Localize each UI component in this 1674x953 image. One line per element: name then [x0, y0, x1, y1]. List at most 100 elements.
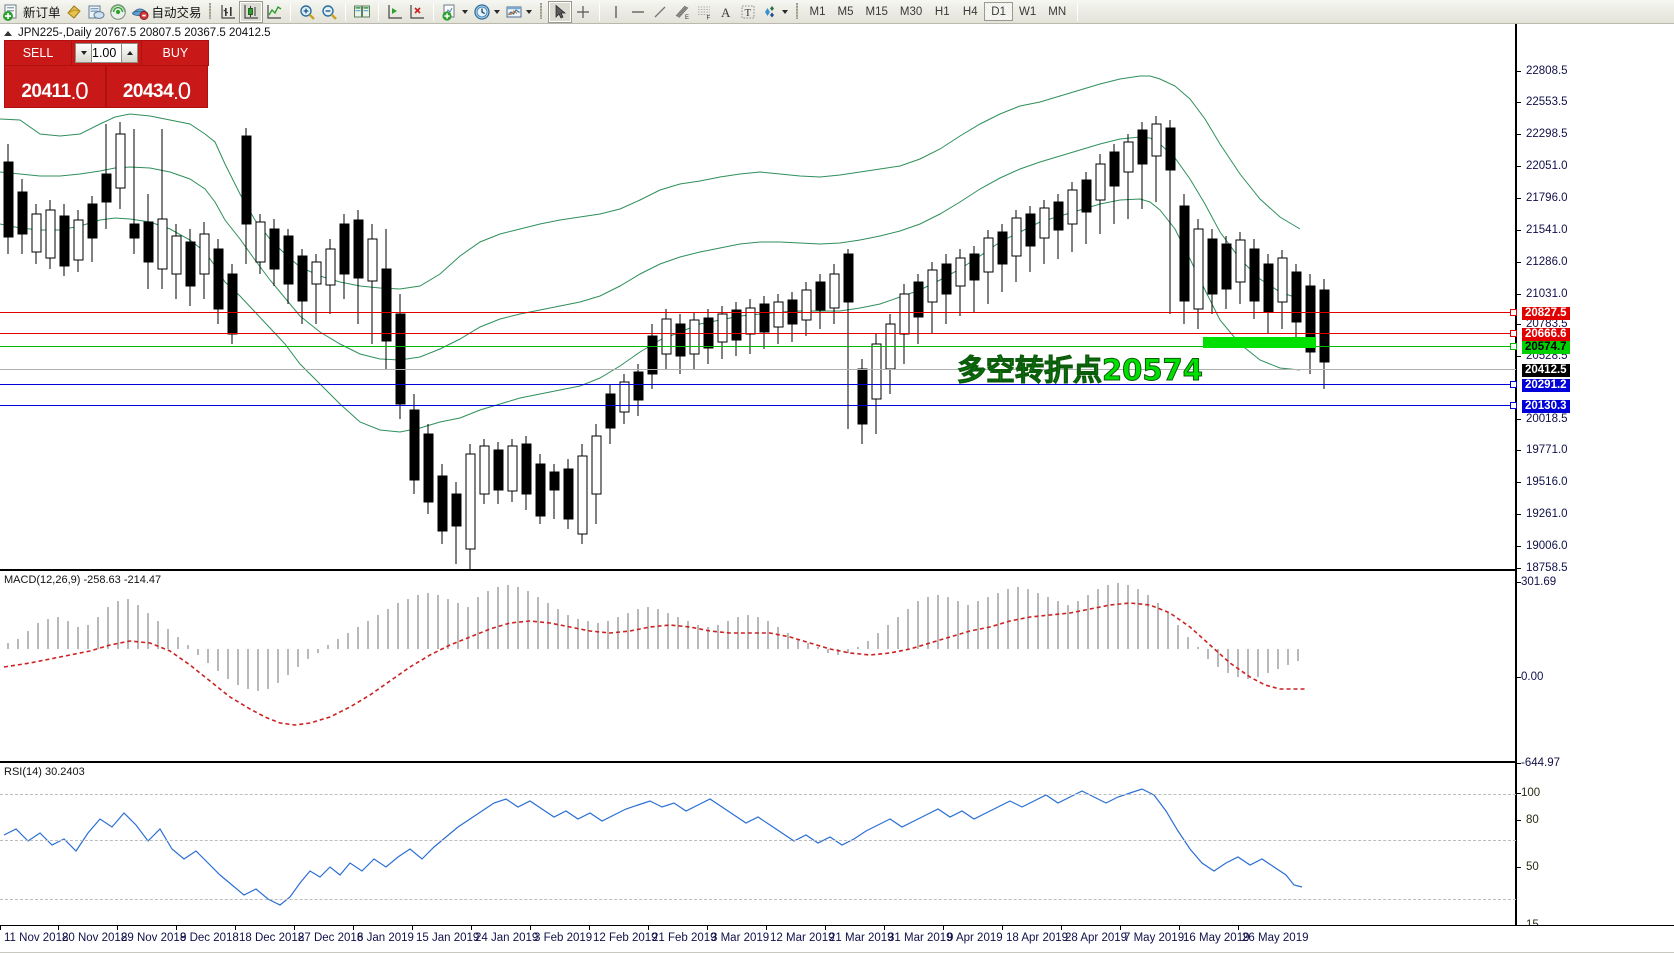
shapes-icon[interactable] — [759, 1, 781, 23]
rsi-pane[interactable]: RSI(14) 30.2403 — [0, 762, 1516, 925]
new-order-icon[interactable] — [0, 1, 22, 23]
collapse-triangle-icon[interactable] — [4, 30, 12, 36]
periodicity-dropdown-arrow[interactable] — [493, 9, 500, 14]
price-scale[interactable]: 22808.5 22553.5 22298.5 22051.0 21796.0 … — [1516, 24, 1674, 949]
zoom-out-icon[interactable] — [318, 1, 340, 23]
timeframe-m1[interactable]: M1 — [809, 5, 826, 18]
crosshair-icon[interactable] — [572, 1, 594, 23]
tile-windows-icon[interactable] — [351, 1, 373, 23]
date-tick: 9 Dec 2018 — [176, 926, 239, 944]
bar-chart-icon[interactable] — [217, 1, 239, 23]
buy-price-fraction: 0 — [177, 78, 192, 105]
text-icon[interactable]: T — [737, 1, 759, 23]
macd-tick-top: 301.69 — [1517, 576, 1556, 588]
timeframe-h1[interactable]: H1 — [934, 5, 950, 18]
sell-button[interactable]: SELL — [4, 40, 72, 66]
price-label-last: 20412.5 — [1522, 364, 1570, 377]
buy-button[interactable]: BUY — [141, 40, 210, 66]
price-line-handle[interactable] — [1510, 343, 1517, 350]
trendline-icon[interactable] — [649, 1, 671, 23]
price-tick: 20528.5 — [1517, 350, 1568, 362]
cursor-icon[interactable] — [547, 0, 572, 23]
timeframe-w1[interactable]: W1 — [1018, 5, 1037, 18]
rsi-guide-80 — [0, 794, 1516, 795]
price-line-handle[interactable] — [1510, 330, 1517, 337]
price-label-pivot[interactable]: 20574.7 — [1522, 341, 1570, 354]
new-chart-dropdown-arrow[interactable] — [461, 9, 468, 14]
new-order-label[interactable]: 新订单 — [23, 6, 61, 20]
volume-input[interactable]: 1.00 — [92, 43, 122, 63]
chart-area[interactable]: JPN225-,Daily 20767.5 20807.5 20367.5 20… — [0, 24, 1674, 953]
date-tick: 21 Mar 2019 — [825, 926, 894, 944]
chart-shift-icon[interactable] — [384, 1, 406, 23]
text-label-icon[interactable]: A — [715, 1, 737, 23]
price-pane[interactable] — [0, 24, 1516, 569]
timeframe-m5[interactable]: M5 — [837, 5, 854, 18]
price-line-resistance-1[interactable] — [0, 309, 1517, 316]
volume-increment-button[interactable] — [121, 43, 139, 63]
timeframe-m15[interactable]: M15 — [865, 5, 888, 18]
price-line-resistance-2[interactable] — [0, 330, 1517, 337]
volume-decrement-button[interactable] — [75, 43, 92, 63]
price-line-support-2[interactable] — [0, 402, 1517, 409]
date-tick: 31 Mar 2019 — [884, 926, 953, 944]
timeframe-h4[interactable]: H4 — [962, 5, 978, 18]
shapes-dropdown-arrow[interactable] — [781, 9, 788, 14]
data-window-icon[interactable] — [85, 1, 107, 23]
expert-advisor-icon[interactable] — [63, 1, 85, 23]
macd-pane[interactable]: MACD(12,26,9) -258.63 -214.47 — [0, 570, 1516, 760]
autotrading-icon[interactable] — [129, 1, 151, 23]
timeframe-m30[interactable]: M30 — [899, 5, 923, 18]
date-tick: 18 Dec 2018 — [234, 926, 305, 944]
price-tick: 21286.0 — [1517, 256, 1568, 268]
rsi-guide-50 — [0, 840, 1516, 841]
one-click-trading-panel[interactable]: SELL 1.00 BUY 20411 . 0 20434 . 0 — [4, 40, 210, 108]
autotrading-label[interactable]: 自动交易 — [151, 6, 202, 20]
candlesticks — [3, 116, 1330, 569]
timeframe-d1[interactable]: D1 — [984, 2, 1013, 21]
periodicity-icon[interactable] — [471, 1, 493, 23]
price-tick: 21031.0 — [1517, 288, 1568, 300]
price-line-handle[interactable] — [1510, 309, 1517, 316]
price-tick: 20783.5 — [1517, 318, 1568, 330]
price-line-handle[interactable] — [1510, 381, 1517, 388]
price-label-resistance-1[interactable]: 20827.5 — [1522, 307, 1570, 320]
date-tick: 7 May 2019 — [1119, 926, 1185, 944]
main-toolbar: 新订单 — [0, 0, 1674, 24]
price-label-support-1[interactable]: 20291.2 — [1522, 379, 1570, 392]
fibonacci-icon[interactable]: F — [693, 1, 715, 23]
horizontal-line-icon[interactable] — [627, 1, 649, 23]
price-line-handle[interactable] — [1510, 402, 1517, 409]
candlestick-chart-icon[interactable] — [238, 0, 263, 23]
indicators-icon[interactable] — [503, 1, 525, 23]
price-label-resistance-2[interactable]: 20666.6 — [1522, 328, 1570, 341]
zoom-in-icon[interactable] — [296, 1, 318, 23]
date-tick: 3 Mar 2019 — [706, 926, 770, 944]
highlight-rectangle[interactable] — [1203, 337, 1316, 348]
sell-price[interactable]: 20411 . 0 — [4, 66, 106, 108]
equidistant-channel-icon[interactable]: E — [671, 1, 693, 23]
price-tick: 19006.0 — [1517, 540, 1568, 552]
price-label-support-2[interactable]: 20130.3 — [1522, 400, 1570, 413]
timeframe-mn[interactable]: MN — [1048, 5, 1067, 18]
time-scale[interactable]: 11 Nov 2018 20 Nov 2018 29 Nov 2018 9 De… — [0, 925, 1674, 953]
auto-scroll-icon[interactable] — [406, 1, 428, 23]
macd-tick-zero: 0.00 — [1517, 671, 1543, 683]
buy-price[interactable]: 20434 . 0 — [106, 66, 208, 108]
vertical-line-icon[interactable] — [605, 1, 627, 23]
volume-control[interactable]: 1.00 — [72, 40, 142, 66]
toolbar-divider — [289, 2, 291, 21]
price-line-pivot[interactable] — [0, 343, 1517, 350]
price-line-support-1[interactable] — [0, 381, 1517, 388]
network-signal-icon[interactable] — [107, 1, 129, 23]
macd-histogram — [7, 583, 1299, 691]
line-chart-icon[interactable] — [263, 1, 285, 23]
chart-annotation[interactable]: 多空转折点20574 — [957, 353, 1204, 388]
new-chart-icon[interactable] — [439, 1, 461, 23]
date-tick: 27 Dec 2018 — [293, 926, 364, 944]
indicators-dropdown-arrow[interactable] — [525, 9, 532, 14]
date-tick: 16 May 2019 — [1179, 926, 1250, 944]
chart-title-text: JPN225-,Daily 20767.5 20807.5 20367.5 20… — [18, 27, 271, 39]
price-tick: 22051.0 — [1517, 160, 1568, 172]
date-tick: 12 Feb 2019 — [589, 926, 658, 944]
